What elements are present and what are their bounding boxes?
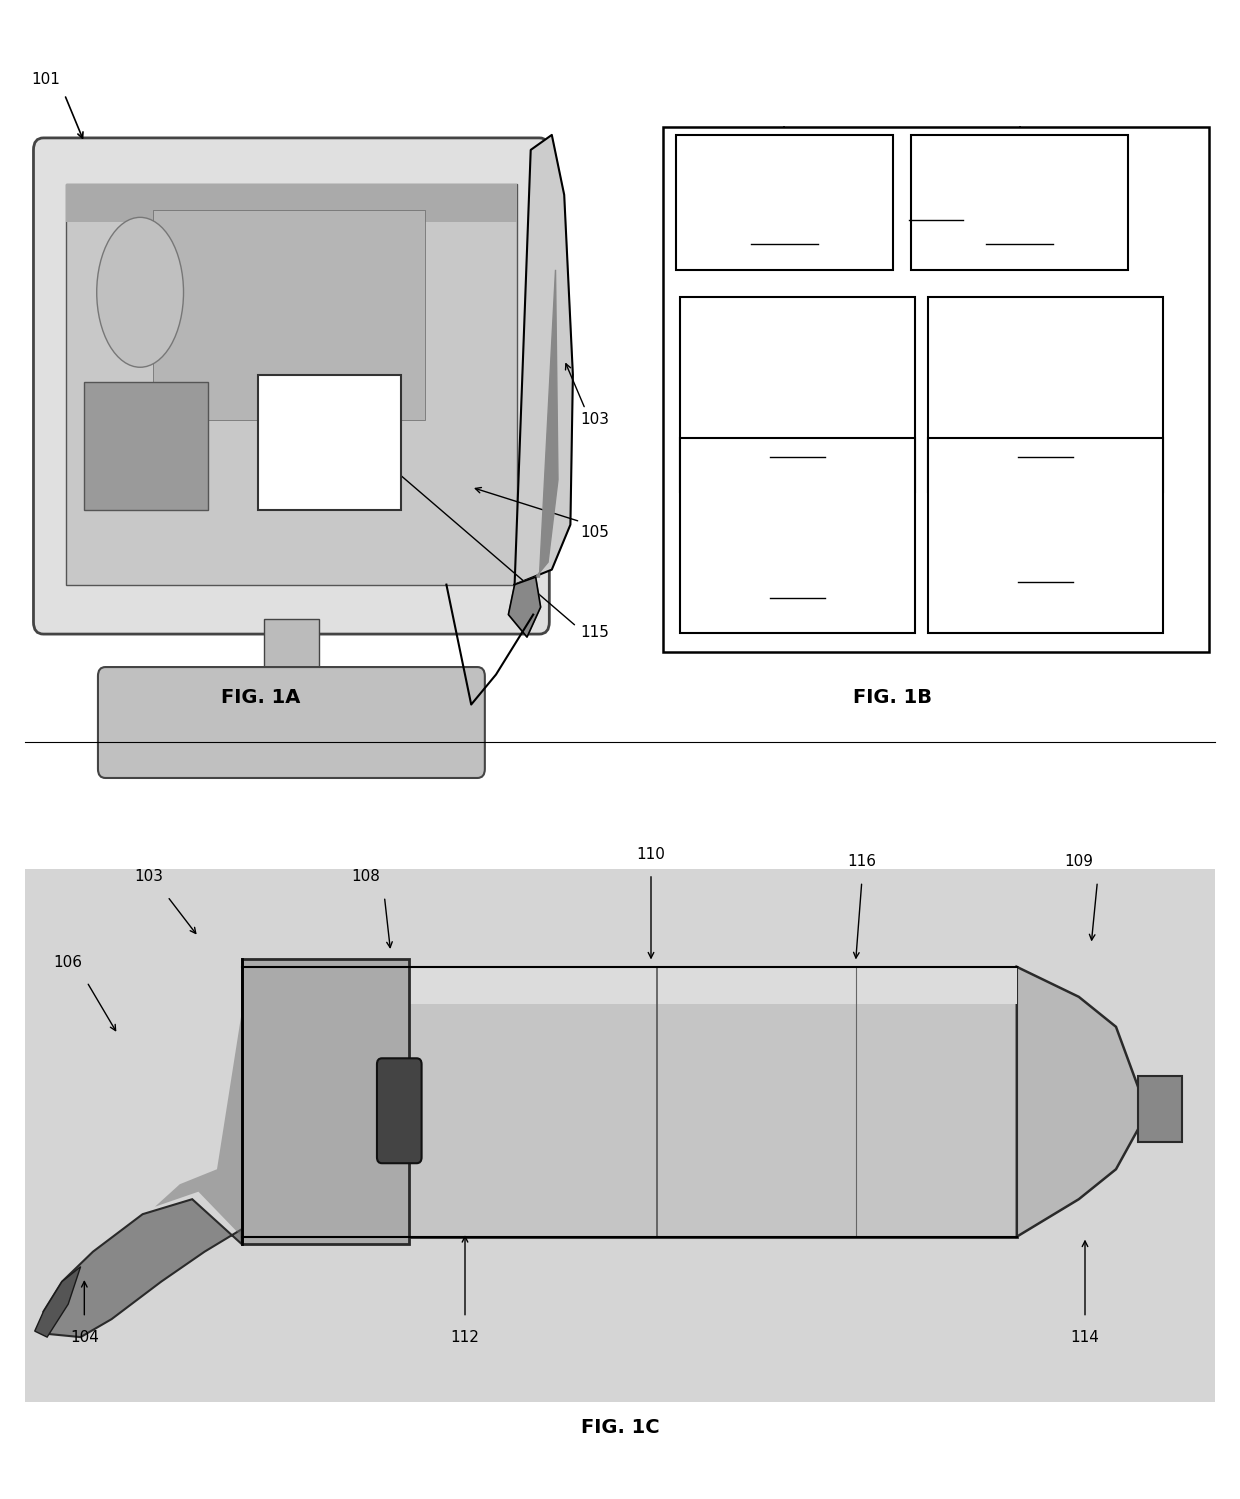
Polygon shape — [508, 577, 541, 637]
Polygon shape — [43, 1199, 242, 1337]
Text: module: module — [771, 403, 823, 418]
Text: 107: 107 — [920, 196, 952, 214]
Bar — [66, 184, 517, 585]
Bar — [25, 869, 1215, 1402]
Polygon shape — [35, 1267, 81, 1337]
Text: Wand: Wand — [998, 172, 1042, 187]
Text: 101: 101 — [31, 72, 60, 87]
Text: 108: 108 — [351, 869, 381, 884]
Polygon shape — [515, 135, 573, 585]
Bar — [1138, 1076, 1182, 1142]
Bar — [242, 967, 1017, 1237]
Text: 131: 131 — [784, 432, 811, 447]
Bar — [928, 438, 1163, 633]
Text: 103: 103 — [580, 412, 609, 427]
Text: Hand: Hand — [1027, 337, 1064, 352]
Text: Controller: Controller — [895, 159, 977, 177]
Polygon shape — [1017, 967, 1141, 1237]
Text: 133: 133 — [1032, 556, 1059, 571]
Ellipse shape — [97, 217, 184, 367]
Text: module: module — [1019, 403, 1071, 418]
Text: 114: 114 — [1070, 1330, 1100, 1345]
Bar — [663, 127, 1209, 652]
Bar — [153, 210, 425, 420]
Polygon shape — [155, 1012, 242, 1237]
FancyBboxPatch shape — [377, 1058, 422, 1163]
Text: scanning: scanning — [766, 370, 828, 385]
Text: 103: 103 — [1006, 217, 1034, 232]
Text: 110: 110 — [636, 847, 666, 862]
Text: 104: 104 — [69, 1330, 99, 1345]
Text: 115: 115 — [580, 625, 609, 640]
Text: 135: 135 — [1032, 432, 1059, 447]
Text: 105: 105 — [580, 525, 609, 540]
Bar — [676, 135, 893, 270]
Text: scanning: scanning — [1014, 370, 1076, 385]
Text: FIG. 1A: FIG. 1A — [221, 688, 300, 706]
Bar — [242, 959, 409, 1244]
Bar — [66, 184, 517, 222]
Text: 103: 103 — [134, 869, 164, 884]
FancyBboxPatch shape — [33, 138, 549, 634]
Polygon shape — [536, 270, 558, 577]
Bar — [680, 297, 915, 492]
Text: Intraoral: Intraoral — [768, 337, 827, 352]
Text: FIG. 1C: FIG. 1C — [580, 1418, 660, 1436]
Text: module: module — [771, 544, 823, 559]
Bar — [242, 967, 1017, 1004]
FancyBboxPatch shape — [98, 667, 485, 778]
Bar — [911, 135, 1128, 270]
Text: 106: 106 — [53, 955, 83, 970]
Bar — [928, 297, 1163, 492]
Text: detection: detection — [765, 511, 830, 526]
Bar — [264, 619, 319, 679]
Text: 116: 116 — [847, 854, 877, 869]
Text: FIG. 1B: FIG. 1B — [853, 688, 932, 706]
Text: 112: 112 — [450, 1330, 480, 1345]
Bar — [258, 375, 401, 510]
Text: Display: Display — [1019, 495, 1071, 510]
Bar — [680, 438, 915, 633]
Bar — [84, 382, 208, 510]
Text: 105: 105 — [770, 217, 799, 232]
Text: Gesture: Gesture — [770, 478, 825, 493]
Text: Display: Display — [756, 172, 812, 187]
Text: 109: 109 — [1064, 854, 1094, 869]
Text: 137: 137 — [784, 573, 811, 588]
Text: module: module — [1019, 528, 1071, 543]
